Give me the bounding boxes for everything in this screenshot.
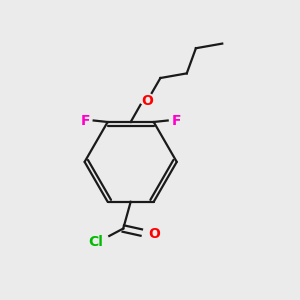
Text: O: O bbox=[141, 94, 153, 108]
Text: F: F bbox=[81, 113, 90, 128]
Text: Cl: Cl bbox=[88, 235, 103, 249]
Text: O: O bbox=[148, 227, 160, 242]
Text: F: F bbox=[171, 113, 181, 128]
